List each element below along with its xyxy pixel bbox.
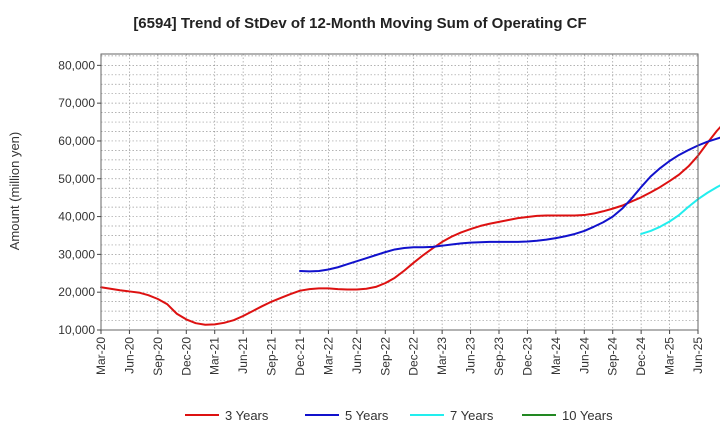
series-line-3 (640, 184, 720, 235)
y-tick-label: 70,000 (58, 96, 95, 110)
y-tick-label: 30,000 (58, 247, 95, 261)
x-tick-label: Sep-23 (492, 337, 506, 376)
y-ticks: 10,000 20,000 30,000 40,000 50,000 60,000 70,0… (58, 58, 101, 337)
x-tick-label: Jun-23 (464, 337, 478, 374)
x-tick-label: Mar-20 (94, 337, 108, 375)
x-tick-label: Dec-20 (179, 337, 193, 376)
y-axis-label: Amount (million yen) (7, 132, 22, 251)
legend-label: 3 Years (225, 408, 269, 423)
x-tick-label: Jun-21 (236, 337, 250, 374)
x-tick-label: Sep-20 (151, 337, 165, 376)
x-tick-label: Mar-23 (435, 337, 449, 375)
x-tick-label: Mar-21 (208, 337, 222, 375)
chart-title: [6594] Trend of StDev of 12-Month Moving… (133, 15, 586, 32)
x-tick-label: Mar-25 (663, 337, 677, 375)
x-tick-label: Sep-22 (378, 337, 392, 376)
x-tick-label: Jun-22 (350, 337, 364, 374)
x-tick-label: Mar-24 (549, 337, 563, 375)
x-tick-label: Dec-21 (293, 337, 307, 376)
x-tick-label: Mar-22 (321, 337, 335, 375)
x-tick-label: Jun-24 (577, 337, 591, 374)
x-tick-label: Dec-22 (407, 337, 421, 376)
legend-label: 10 Years (562, 408, 613, 423)
legend: 3 Years 5 Years 7 Years 10 Years (185, 408, 613, 423)
x-tick-label: Sep-24 (606, 337, 620, 376)
series-layer (100, 125, 720, 326)
y-tick-label: 40,000 (58, 210, 95, 224)
x-tick-label: Sep-21 (265, 337, 279, 376)
x-tick-label: Dec-23 (520, 337, 534, 376)
grid (101, 54, 698, 330)
series-line-2 (299, 136, 720, 273)
series-line-1 (100, 125, 720, 326)
x-tick-label: Jun-25 (691, 337, 705, 374)
legend-label: 5 Years (345, 408, 389, 423)
y-tick-label: 10,000 (58, 323, 95, 337)
plot-frame (100, 53, 699, 331)
x-tick-label: Jun-20 (122, 337, 136, 374)
x-ticks: Mar-20 Jun-20 Sep-20 Dec-20 Mar-21 Jun-21 Sep-… (94, 330, 705, 376)
legend-label: 7 Years (450, 408, 494, 423)
x-tick-label: Dec-24 (634, 337, 648, 376)
y-tick-label: 60,000 (58, 134, 95, 148)
y-tick-label: 50,000 (58, 172, 95, 186)
y-tick-label: 80,000 (58, 58, 95, 72)
y-tick-label: 20,000 (58, 285, 95, 299)
